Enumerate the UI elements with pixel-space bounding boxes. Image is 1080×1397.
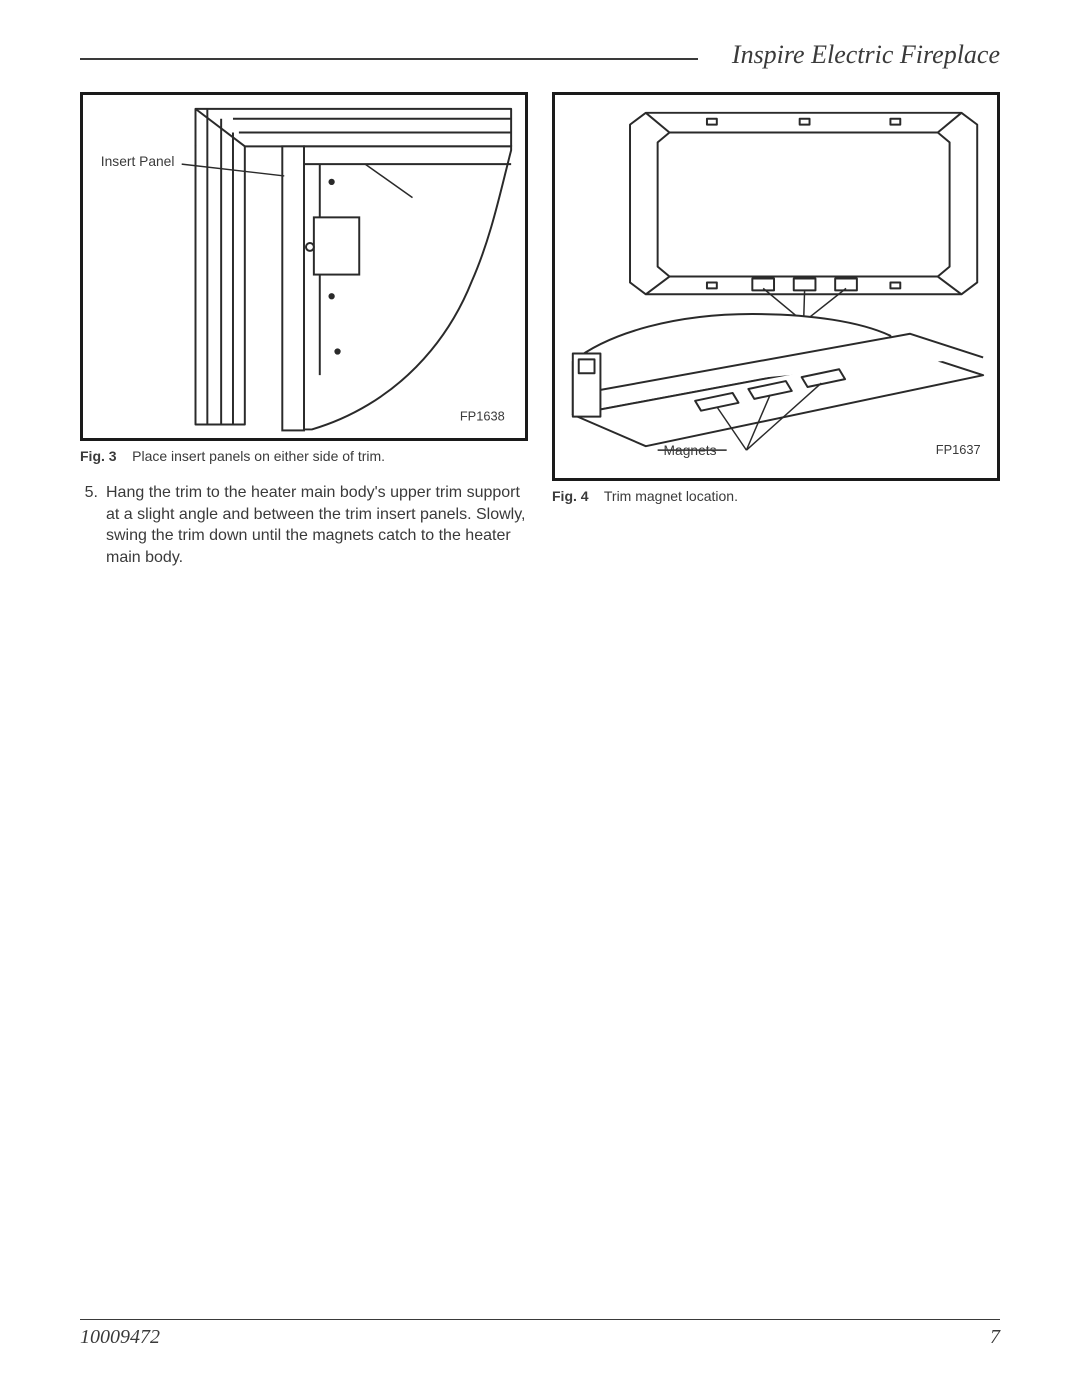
right-column: Magnets xyxy=(552,92,1000,569)
footer-page-number: 7 xyxy=(990,1326,1000,1349)
header-rule-line xyxy=(80,58,698,60)
figure-3-svg: Insert Panel FP1638 xyxy=(87,99,521,434)
content-columns: Insert Panel FP1638 Fig. 3 Place insert … xyxy=(80,92,1000,569)
figure-3-caption-text: Place insert panels on either side of tr… xyxy=(132,448,385,464)
page-footer: 10009472 7 xyxy=(80,1319,1000,1349)
figure-3-caption: Fig. 3 Place insert panels on either sid… xyxy=(80,447,528,466)
step-5-text: Hang the trim to the heater main body's … xyxy=(106,482,528,568)
figure-4-caption-label: Fig. 4 xyxy=(552,488,589,504)
step-5-number: 5. xyxy=(80,482,106,568)
left-column: Insert Panel FP1638 Fig. 3 Place insert … xyxy=(80,92,528,569)
figure-4-svg: Magnets xyxy=(559,99,993,474)
page: Inspire Electric Fireplace xyxy=(0,0,1080,1397)
header-title: Inspire Electric Fireplace xyxy=(722,40,1000,70)
figure-4-box: Magnets xyxy=(552,92,1000,481)
figure-3-ref: FP1638 xyxy=(460,409,505,424)
figure-4-ref: FP1637 xyxy=(936,442,981,457)
label-magnets-lower: Magnets xyxy=(664,443,717,458)
step-5: 5. Hang the trim to the heater main body… xyxy=(80,482,528,568)
figure-4-caption: Fig. 4 Trim magnet location. xyxy=(552,487,1000,506)
figure-4-caption-text: Trim magnet location. xyxy=(604,488,738,504)
figure-3-box: Insert Panel FP1638 xyxy=(80,92,528,441)
label-insert-panel: Insert Panel xyxy=(101,154,175,169)
footer-doc-number: 10009472 xyxy=(80,1326,160,1349)
figure-3-caption-label: Fig. 3 xyxy=(80,448,117,464)
header-rule: Inspire Electric Fireplace xyxy=(80,40,1000,70)
